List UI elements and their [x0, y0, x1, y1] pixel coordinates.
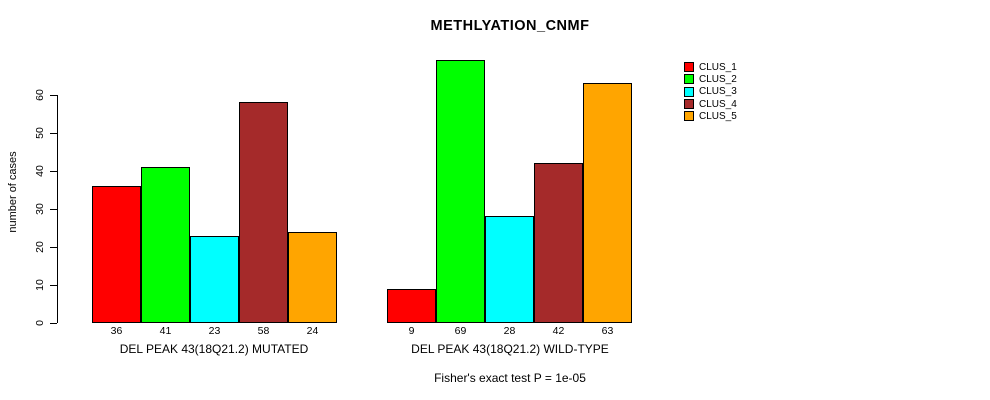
- y-tick-label: 20: [34, 241, 46, 253]
- legend-swatch-icon: [684, 62, 694, 73]
- x-group-label-wildtype: DEL PEAK 43(18Q21.2) WILD-TYPE: [411, 342, 609, 356]
- legend-item-clus_5: CLUS_5: [684, 110, 737, 122]
- bar-value-label: 41: [159, 325, 172, 337]
- bar-clus_2-group2: [436, 60, 485, 323]
- legend-item-clus_3: CLUS_3: [684, 86, 737, 98]
- bar-clus_1-group1: [92, 186, 141, 323]
- y-tick-label: 50: [34, 126, 46, 139]
- y-tick-mark: [50, 170, 57, 172]
- legend-swatch-icon: [684, 111, 694, 122]
- bar-clus_3-group2: [485, 216, 534, 323]
- y-tick-label: 30: [34, 202, 46, 215]
- bar-clus_1-group2: [387, 288, 436, 323]
- y-axis-line: [57, 94, 58, 323]
- bar-clus_5-group2: [583, 83, 632, 323]
- legend-label: CLUS_1: [699, 61, 737, 73]
- footer-note: Fisher's exact test P = 1e-05: [434, 371, 586, 385]
- x-group-label-mutated: DEL PEAK 43(18Q21.2) MUTATED: [119, 342, 309, 356]
- y-tick-label: 0: [34, 320, 46, 326]
- legend-swatch-icon: [684, 86, 694, 97]
- bar-value-label: 36: [110, 325, 123, 337]
- bar-clus_3-group1: [190, 235, 239, 323]
- y-tick-mark: [50, 208, 57, 210]
- bar-value-label: 58: [257, 325, 270, 337]
- bar-value-label: 69: [454, 325, 467, 337]
- legend-item-clus_4: CLUS_4: [684, 98, 737, 110]
- y-tick-mark: [50, 323, 57, 324]
- legend-label: CLUS_3: [699, 86, 737, 98]
- legend-item-clus_1: CLUS_1: [684, 61, 737, 73]
- y-axis-label: number of cases: [7, 151, 19, 233]
- legend-swatch-icon: [684, 74, 694, 85]
- legend: CLUS_1 CLUS_2 CLUS_3 CLUS_4 CLUS_5: [684, 61, 737, 122]
- legend-item-clus_2: CLUS_2: [684, 73, 737, 85]
- bar-value-label: 9: [408, 325, 415, 337]
- y-tick-label: 40: [34, 164, 46, 177]
- bar-clus_2-group1: [141, 167, 190, 323]
- y-tick-mark: [50, 246, 57, 248]
- legend-label: CLUS_4: [699, 98, 737, 110]
- bar-value-label: 24: [306, 325, 319, 337]
- bar-value-label: 42: [552, 325, 565, 337]
- y-tick-mark: [50, 132, 57, 134]
- bar-value-label: 63: [601, 325, 614, 337]
- legend-swatch-icon: [684, 99, 694, 110]
- chart-title: METHLYATION_CNMF: [430, 18, 590, 34]
- y-tick-mark: [50, 94, 57, 96]
- bar-clus_4-group1: [239, 102, 288, 323]
- y-tick-label: 60: [34, 88, 46, 101]
- bar-value-label: 23: [208, 325, 221, 337]
- bar-clus_5-group1: [288, 231, 337, 323]
- y-tick-mark: [50, 284, 57, 286]
- legend-label: CLUS_2: [699, 73, 737, 85]
- bar-value-label: 28: [503, 325, 516, 337]
- y-tick-label: 10: [34, 279, 46, 291]
- bar-clus_4-group2: [534, 163, 583, 323]
- legend-label: CLUS_5: [699, 110, 737, 122]
